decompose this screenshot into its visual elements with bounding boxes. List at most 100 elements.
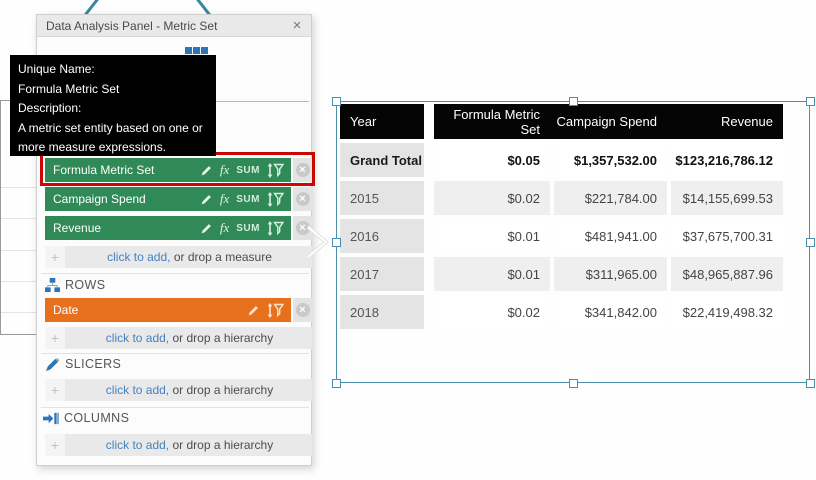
cell-value: $22,419,498.32 [671,295,783,329]
cell-value: $0.01 [434,257,550,291]
aggregator-label[interactable]: SUM [236,193,260,205]
canvas-axis-line [0,100,10,101]
columns-section-header: COLUMNS [43,410,129,426]
tooltip-line: more measure expressions. [18,140,167,154]
formula-fx-icon[interactable]: fx [219,162,230,177]
cell-value: $221,784.00 [554,181,667,215]
row-label: 2017 [340,257,424,291]
cell-value: $0.02 [434,181,550,215]
canvas-gridline [0,187,37,188]
tooltip-line: Unique Name: [18,62,95,76]
cell-value: $0.01 [434,219,550,253]
tooltip: Unique Name: Formula Metric Set Descript… [10,55,216,156]
measure-item-revenue[interactable]: Revenue fx SUM [45,216,291,240]
add-column-hint: or drop a hierarchy [172,438,274,452]
remove-icon[interactable]: × [295,221,310,235]
remove-measure-zone: × [293,187,312,211]
selection-handle-n[interactable] [569,97,578,106]
add-slicer-row[interactable]: + click to add, or drop a hierarchy [45,379,312,401]
selection-rectangle[interactable] [336,101,810,383]
row-label: 2015 [340,181,424,215]
selection-handle-ne[interactable] [806,97,815,106]
cell-value: $481,941.00 [554,219,667,253]
tooltip-line: A metric set entity based on one or [18,120,203,135]
cell-value: $0.02 [434,295,550,329]
canvas-axis-line [0,334,37,335]
measure-label: Revenue [53,221,102,235]
remove-measure-zone: × [293,216,312,240]
cell-value: $341,842.00 [554,295,667,329]
remove-icon[interactable]: × [295,192,310,206]
add-hierarchy-hint: or drop a hierarchy [172,331,274,345]
measure-label: Campaign Spend [53,192,146,206]
add-rows-hierarchy-row[interactable]: + click to add, or drop a hierarchy [45,327,312,349]
cell-value: $37,675,700.31 [671,219,783,253]
slicer-icon [45,357,60,371]
panel-pointer-chevron [306,225,330,259]
remove-icon[interactable]: × [295,163,310,177]
close-icon[interactable]: × [292,17,302,34]
sort-filter-icon[interactable] [267,191,284,207]
canvas-gridline [0,312,37,313]
tooltip-line: Description: [18,101,82,115]
selection-handle-w[interactable] [332,238,341,247]
columns-icon [43,412,59,424]
add-measure-link[interactable]: click to add, [107,250,171,264]
formula-fx-icon[interactable]: fx [219,191,230,206]
edit-pencil-icon[interactable] [200,193,213,206]
selection-handle-sw[interactable] [332,379,341,388]
plus-icon: + [45,327,65,349]
aggregator-label[interactable]: SUM [236,222,260,234]
measure-item-formula-metric-set[interactable]: Formula Metric Set fx SUM [45,158,291,182]
selection-handle-s[interactable] [569,379,578,388]
plus-icon: + [45,379,65,401]
aggregator-label[interactable]: SUM [236,164,260,176]
row-label: 2016 [340,219,424,253]
remove-icon[interactable]: × [295,303,310,317]
cell-value: $48,965,887.96 [671,257,783,291]
slicers-section-header: SLICERS [45,356,121,372]
cell-value: $0.05 [434,143,550,177]
add-slicer-link[interactable]: click to add, [105,383,170,397]
canvas-axis-line [0,100,1,335]
selection-handle-se[interactable] [806,379,815,388]
column-header-year: Year [340,104,424,139]
add-hierarchy-link[interactable]: click to add, [105,331,170,345]
hierarchy-item-date[interactable]: Date [45,298,291,322]
slicers-section-label: SLICERS [65,357,122,371]
cell-value: $311,965.00 [554,257,667,291]
selection-handle-e[interactable] [806,238,815,247]
measure-label: Formula Metric Set [53,163,155,177]
edit-pencil-icon[interactable] [200,164,213,177]
formula-fx-icon[interactable]: fx [219,220,230,235]
plus-icon: + [45,434,65,456]
row-label: 2018 [340,295,424,329]
sort-filter-icon[interactable] [267,220,284,236]
hierarchy-label: Date [53,303,79,317]
cell-value: $14,155,699.53 [671,181,783,215]
add-slicer-hint: or drop a hierarchy [172,383,274,397]
edit-pencil-icon[interactable] [200,222,213,235]
canvas-gridline [0,218,37,219]
column-header: Revenue [720,114,773,129]
section-divider [41,407,309,408]
selection-handle-nw[interactable] [332,97,341,106]
panel-titlebar[interactable]: Data Analysis Panel - Metric Set × [37,15,311,37]
column-header: Campaign Spend [556,114,657,129]
cell-value: $123,216,786.12 [671,143,783,177]
row-label: Grand Total [340,143,424,177]
rows-section-label: ROWS [65,278,106,292]
panel-title: Data Analysis Panel - Metric Set [46,19,218,33]
edit-pencil-icon[interactable] [247,304,260,317]
canvas-gridline [0,281,37,282]
sort-filter-icon[interactable] [267,302,284,318]
measure-item-campaign-spend[interactable]: Campaign Spend fx SUM [45,187,291,211]
add-measure-row[interactable]: + click to add, or drop a measure [45,246,312,268]
add-column-link[interactable]: click to add, [105,438,170,452]
tooltip-line: Formula Metric Set [18,81,120,96]
section-divider [41,273,309,274]
metric-set-icon [185,41,210,55]
sort-filter-icon[interactable] [267,162,284,178]
add-column-row[interactable]: + click to add, or drop a hierarchy [45,434,312,456]
